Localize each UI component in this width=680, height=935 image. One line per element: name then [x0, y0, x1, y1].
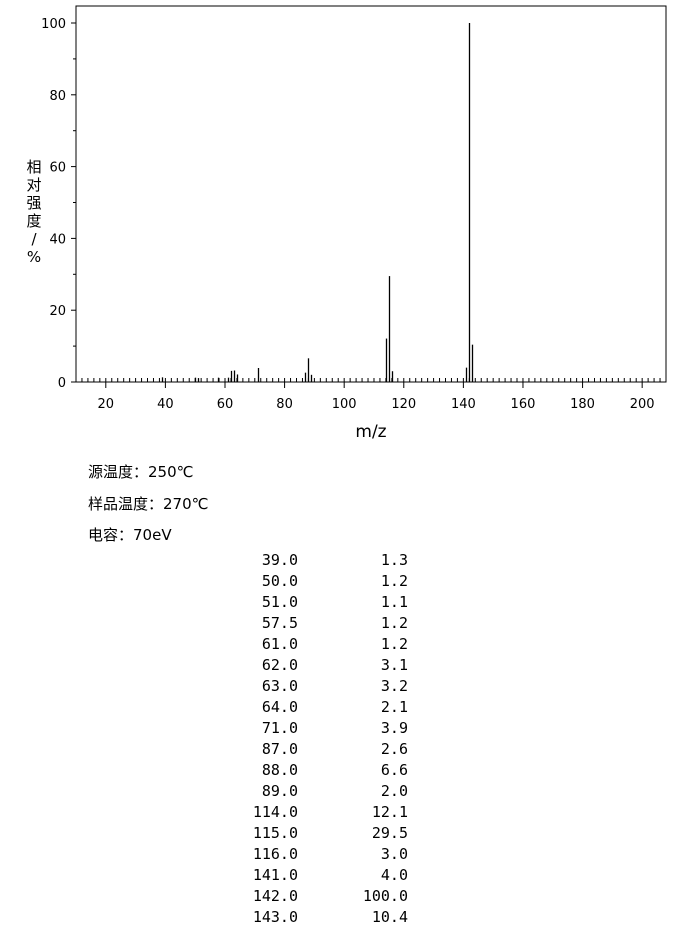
table-row: 87.0 2.6 [0, 739, 408, 760]
intensity-cell: 100.0 [362, 887, 408, 905]
table-row: 39.0 1.3 [0, 550, 408, 571]
x-tick-label: 180 [570, 397, 595, 412]
table-row: 114.0 12.1 [0, 802, 408, 823]
mz-cell: 61.0 [261, 635, 298, 653]
mz-cell: 88.0 [261, 761, 298, 779]
table-row: 88.0 6.6 [0, 760, 408, 781]
y-axis: 0 20 40 60 80 100 [41, 17, 76, 391]
y-axis-label-char: / [31, 230, 37, 248]
x-tick-label: 200 [630, 397, 655, 412]
mz-cell: 115.0 [252, 824, 298, 842]
peak-table: 39.0 1.3 50.0 1.2 51.0 1.1 57.5 1.2 61.0 1.2 62.0 3… [0, 550, 408, 928]
intensity-cell: 10.4 [371, 908, 408, 926]
mz-cell: 141.0 [252, 866, 298, 884]
mz-cell: 62.0 [261, 656, 298, 674]
y-tick-label: 80 [49, 89, 66, 104]
x-axis: 20 40 60 80 100 120 140 160 180 200 [98, 382, 655, 412]
sample-temperature: 样品温度：270℃ [88, 495, 209, 513]
x-tick-label: 160 [511, 397, 536, 412]
table-row: 116.0 3.0 [0, 844, 408, 865]
table-row: 71.0 3.9 [0, 718, 408, 739]
source-temperature: 源温度：250℃ [88, 463, 194, 481]
intensity-cell: 2.1 [380, 698, 408, 716]
intensity-cell: 2.6 [380, 740, 408, 758]
intensity-cell: 3.9 [380, 719, 408, 737]
x-tick-label: 40 [157, 397, 174, 412]
y-axis-label-char: 相 [26, 158, 41, 176]
mz-cell: 57.5 [261, 614, 298, 632]
intensity-cell: 3.0 [380, 845, 408, 863]
intensity-cell: 6.6 [380, 761, 408, 779]
table-row: 143.0 10.4 [0, 907, 408, 928]
intensity-cell: 3.1 [380, 656, 408, 674]
x-tick-label: 100 [332, 397, 357, 412]
intensity-cell: 12.1 [371, 803, 408, 821]
y-axis-label-char: 强 [26, 194, 41, 212]
spectrum-peaks [161, 23, 474, 382]
plot-frame [75, 5, 667, 383]
intensity-cell: 1.2 [380, 635, 408, 653]
mz-cell: 50.0 [261, 572, 298, 590]
mz-cell: 143.0 [252, 908, 298, 926]
mz-cell: 114.0 [252, 803, 298, 821]
y-tick-label: 100 [41, 17, 66, 32]
table-row: 141.0 4.0 [0, 865, 408, 886]
x-tick-label: 140 [451, 397, 476, 412]
y-tick-label: 0 [58, 376, 66, 391]
y-axis-label: 相对强度/% [26, 158, 41, 266]
x-tick-label: 60 [217, 397, 234, 412]
x-tick-label: 120 [391, 397, 416, 412]
intensity-cell: 1.3 [380, 551, 408, 569]
table-row: 64.0 2.1 [0, 697, 408, 718]
table-row: 51.0 1.1 [0, 592, 408, 613]
y-axis-label-char: 度 [26, 212, 41, 230]
intensity-cell: 3.2 [380, 677, 408, 695]
table-row: 62.0 3.1 [0, 655, 408, 676]
mz-cell: 71.0 [261, 719, 298, 737]
intensity-cell: 1.1 [380, 593, 408, 611]
table-row: 50.0 1.2 [0, 571, 408, 592]
table-row: 57.5 1.2 [0, 613, 408, 634]
mz-cell: 116.0 [252, 845, 298, 863]
mz-cell: 51.0 [261, 593, 298, 611]
x-minor-ticks [75, 378, 667, 382]
mz-cell: 87.0 [261, 740, 298, 758]
table-row: 61.0 1.2 [0, 634, 408, 655]
y-axis-label-char: 对 [26, 176, 41, 194]
intensity-cell: 2.0 [380, 782, 408, 800]
intensity-cell: 1.2 [380, 614, 408, 632]
intensity-cell: 4.0 [380, 866, 408, 884]
table-row: 142.0 100.0 [0, 886, 408, 907]
intensity-cell: 29.5 [371, 824, 408, 842]
y-axis-label-char: % [27, 248, 41, 266]
mz-cell: 89.0 [261, 782, 298, 800]
mz-cell: 63.0 [261, 677, 298, 695]
x-tick-label: 80 [276, 397, 293, 412]
table-row: 63.0 3.2 [0, 676, 408, 697]
ionization-energy: 电容：70eV [88, 526, 172, 544]
table-row: 115.0 29.5 [0, 823, 408, 844]
y-tick-label: 40 [49, 232, 66, 247]
mz-cell: 39.0 [261, 551, 298, 569]
mz-cell: 64.0 [261, 698, 298, 716]
y-tick-label: 20 [49, 304, 66, 319]
y-tick-label: 60 [49, 161, 66, 176]
x-axis-label: m/z [355, 422, 386, 442]
table-row: 89.0 2.0 [0, 781, 408, 802]
intensity-cell: 1.2 [380, 572, 408, 590]
mz-cell: 142.0 [252, 887, 298, 905]
x-tick-label: 20 [98, 397, 115, 412]
